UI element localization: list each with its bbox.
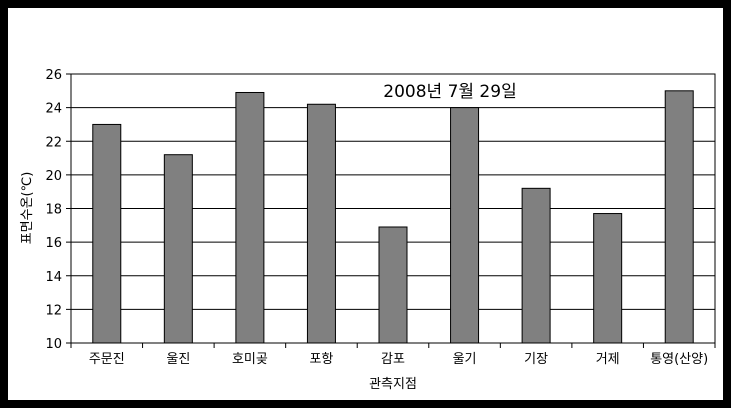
y-tick-label: 26 — [45, 68, 62, 83]
bar — [664, 90, 694, 344]
x-tick-label: 포항 — [309, 352, 333, 367]
y-tick-label: 16 — [45, 236, 62, 251]
bars — [92, 90, 694, 344]
x-axis-label: 관측지점 — [369, 377, 417, 392]
date-annotation: 2008년 7월 29일 — [383, 82, 516, 102]
bar — [593, 213, 623, 344]
y-axis-ticks: 10 12 14 16 18 20 22 24 26 — [45, 68, 71, 352]
x-axis-ticks: 주문진 울진 호미곶 포항 감포 울기 기장 거제 통영(산양) — [70, 343, 716, 367]
x-tick-label: 울기 — [453, 352, 477, 367]
y-tick-label: 18 — [45, 203, 62, 218]
y-tick-label: 24 — [45, 102, 62, 117]
y-tick-label: 12 — [45, 303, 62, 318]
bar — [92, 123, 122, 344]
y-tick-label: 20 — [45, 169, 62, 184]
x-tick-label: 호미곶 — [232, 352, 268, 367]
bar — [521, 187, 551, 344]
x-tick-label: 거제 — [596, 352, 620, 367]
x-tick-label: 감포 — [381, 352, 405, 367]
x-tick-label: 통영(산양) — [650, 352, 708, 367]
bar — [235, 91, 265, 344]
y-axis-label: 표면수온(℃) — [20, 172, 35, 245]
x-tick-label: 울진 — [166, 352, 190, 367]
bar — [306, 103, 336, 344]
x-tick-label: 주문진 — [89, 352, 125, 367]
bar — [378, 226, 408, 344]
y-tick-label: 14 — [45, 270, 62, 285]
bar — [163, 154, 193, 344]
bar — [450, 107, 480, 344]
y-tick-label: 10 — [45, 337, 62, 352]
y-tick-label: 22 — [45, 135, 62, 150]
x-tick-label: 기장 — [524, 352, 548, 367]
